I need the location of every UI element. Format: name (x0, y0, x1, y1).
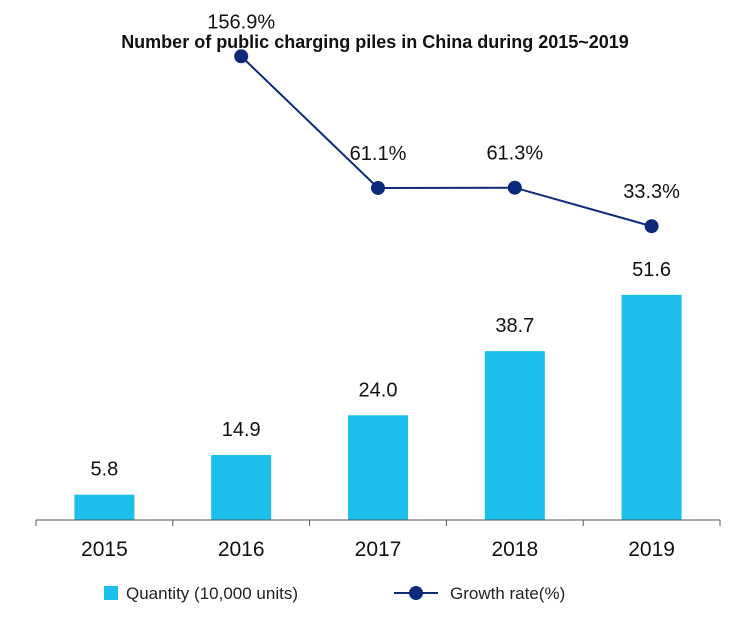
growth-rate-label-2017: 61.1% (350, 143, 407, 165)
bar-value-label-2018: 38.7 (495, 315, 534, 337)
bar-value-label-2016: 14.9 (222, 419, 261, 441)
bar-series (74, 294, 682, 520)
x-tick-label-2015: 2015 (81, 538, 128, 561)
growth-rate-point-2018 (507, 180, 522, 195)
chart-title: Number of public charging piles in China… (121, 32, 629, 52)
growth-rate-line (240, 55, 652, 228)
x-tick-label-2019: 2019 (628, 538, 675, 561)
legend-bar-label: Quantity (10,000 units) (126, 584, 298, 603)
legend-bar-swatch (104, 586, 118, 600)
x-tick-label-2018: 2018 (491, 538, 538, 561)
growth-rate-point-2017 (371, 180, 385, 195)
x-tick-label-2017: 2017 (355, 538, 402, 561)
legend-line-marker (409, 586, 423, 600)
growth-rate-point-2016 (234, 49, 249, 64)
bar-labels: 5.8 14.9 24.0 38.7 51.6 (90, 259, 671, 481)
bar-2016 (211, 454, 272, 520)
bar-value-label-2015: 5.8 (90, 459, 118, 481)
bar-2019 (621, 294, 682, 520)
legend: Quantity (10,000 units) Growth rate(%) (104, 584, 565, 603)
growth-rate-point-2019 (644, 219, 659, 234)
line-series: 156.9% 61.1% 61.3% 33.3% (207, 11, 680, 234)
growth-rate-label-2019: 33.3% (623, 181, 680, 203)
bar-value-label-2019: 51.6 (632, 259, 671, 281)
growth-rate-label-2016: 156.9% (207, 11, 275, 33)
legend-line-label: Growth rate(%) (450, 584, 565, 603)
x-axis: 2015 2016 2017 2018 2019 (35, 519, 721, 561)
growth-rate-label-2018: 61.3% (486, 143, 543, 165)
bar-2018 (484, 351, 545, 520)
bar-2017 (348, 415, 408, 520)
x-tick-label-2016: 2016 (218, 538, 265, 561)
bar-value-label-2017: 24.0 (359, 379, 398, 401)
bar-2015 (74, 494, 135, 520)
